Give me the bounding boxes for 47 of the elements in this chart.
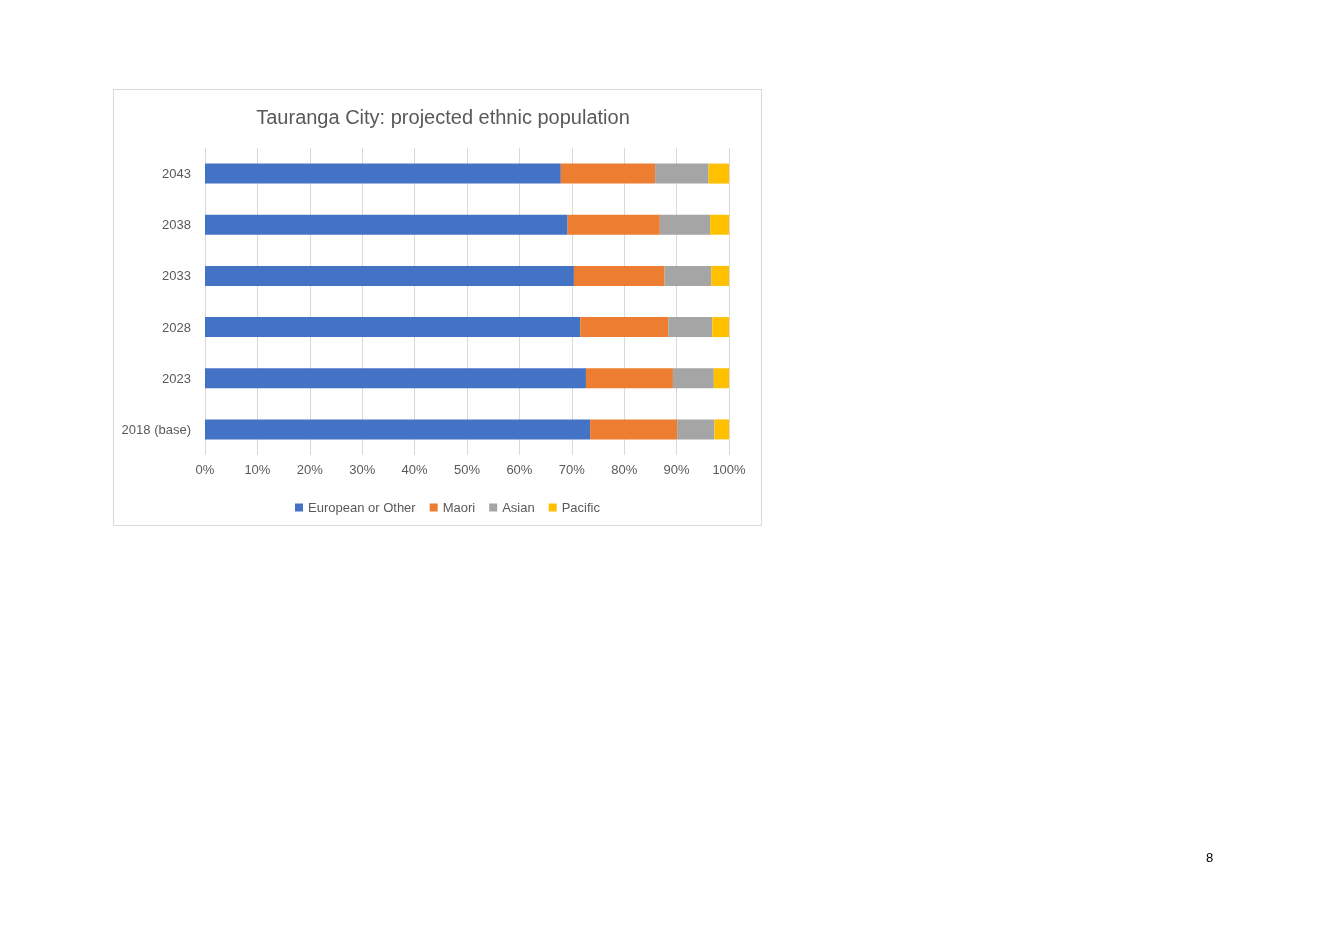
x-tick-label: 20% bbox=[296, 462, 324, 477]
y-tick-label: 2023 bbox=[162, 370, 191, 386]
bar bbox=[714, 419, 729, 440]
bar bbox=[708, 163, 729, 184]
bar bbox=[710, 214, 729, 235]
x-tick-label: 60% bbox=[506, 462, 533, 477]
bar bbox=[573, 265, 665, 286]
x-tick-label: 50% bbox=[453, 462, 481, 477]
legend-label: Pacific bbox=[561, 500, 601, 515]
bar bbox=[205, 163, 561, 184]
bar bbox=[205, 317, 581, 338]
bar bbox=[205, 214, 568, 235]
bar bbox=[567, 214, 660, 235]
bar bbox=[668, 317, 713, 338]
bar bbox=[713, 368, 729, 389]
x-tick-label: 90% bbox=[663, 462, 691, 477]
bar bbox=[659, 214, 711, 235]
x-tick-label: 40% bbox=[401, 462, 429, 477]
bar bbox=[655, 163, 709, 184]
bar bbox=[664, 265, 712, 286]
x-tick-label: 100% bbox=[712, 462, 747, 477]
x-tick-label: 80% bbox=[611, 462, 638, 477]
bar bbox=[590, 419, 678, 440]
y-tick-label: 2018 (base) bbox=[121, 421, 191, 437]
bar bbox=[712, 317, 729, 338]
y-tick-label: 2028 bbox=[162, 319, 191, 335]
bar bbox=[711, 265, 729, 286]
y-tick-label: 2033 bbox=[162, 268, 191, 284]
x-tick-label: 0% bbox=[195, 462, 215, 477]
bar bbox=[205, 419, 591, 440]
x-tick-label: 30% bbox=[349, 462, 376, 477]
bar bbox=[205, 265, 574, 286]
bar bbox=[205, 368, 586, 389]
bar bbox=[585, 368, 673, 389]
x-tick-label: 10% bbox=[244, 462, 271, 477]
bar bbox=[580, 317, 669, 338]
x-tick-label: 70% bbox=[558, 462, 586, 477]
bar bbox=[560, 163, 656, 184]
chart-title: Tauranga City: projected ethnic population bbox=[256, 106, 630, 128]
legend-label: Maori bbox=[442, 500, 476, 515]
bar bbox=[672, 368, 714, 389]
bar bbox=[677, 419, 715, 440]
y-tick-label: 2043 bbox=[162, 166, 191, 182]
legend-label: Asian bbox=[502, 500, 535, 515]
y-tick-label: 2038 bbox=[162, 217, 191, 233]
legend-label: European or Other bbox=[308, 500, 417, 515]
text: 8 bbox=[1206, 850, 1214, 865]
